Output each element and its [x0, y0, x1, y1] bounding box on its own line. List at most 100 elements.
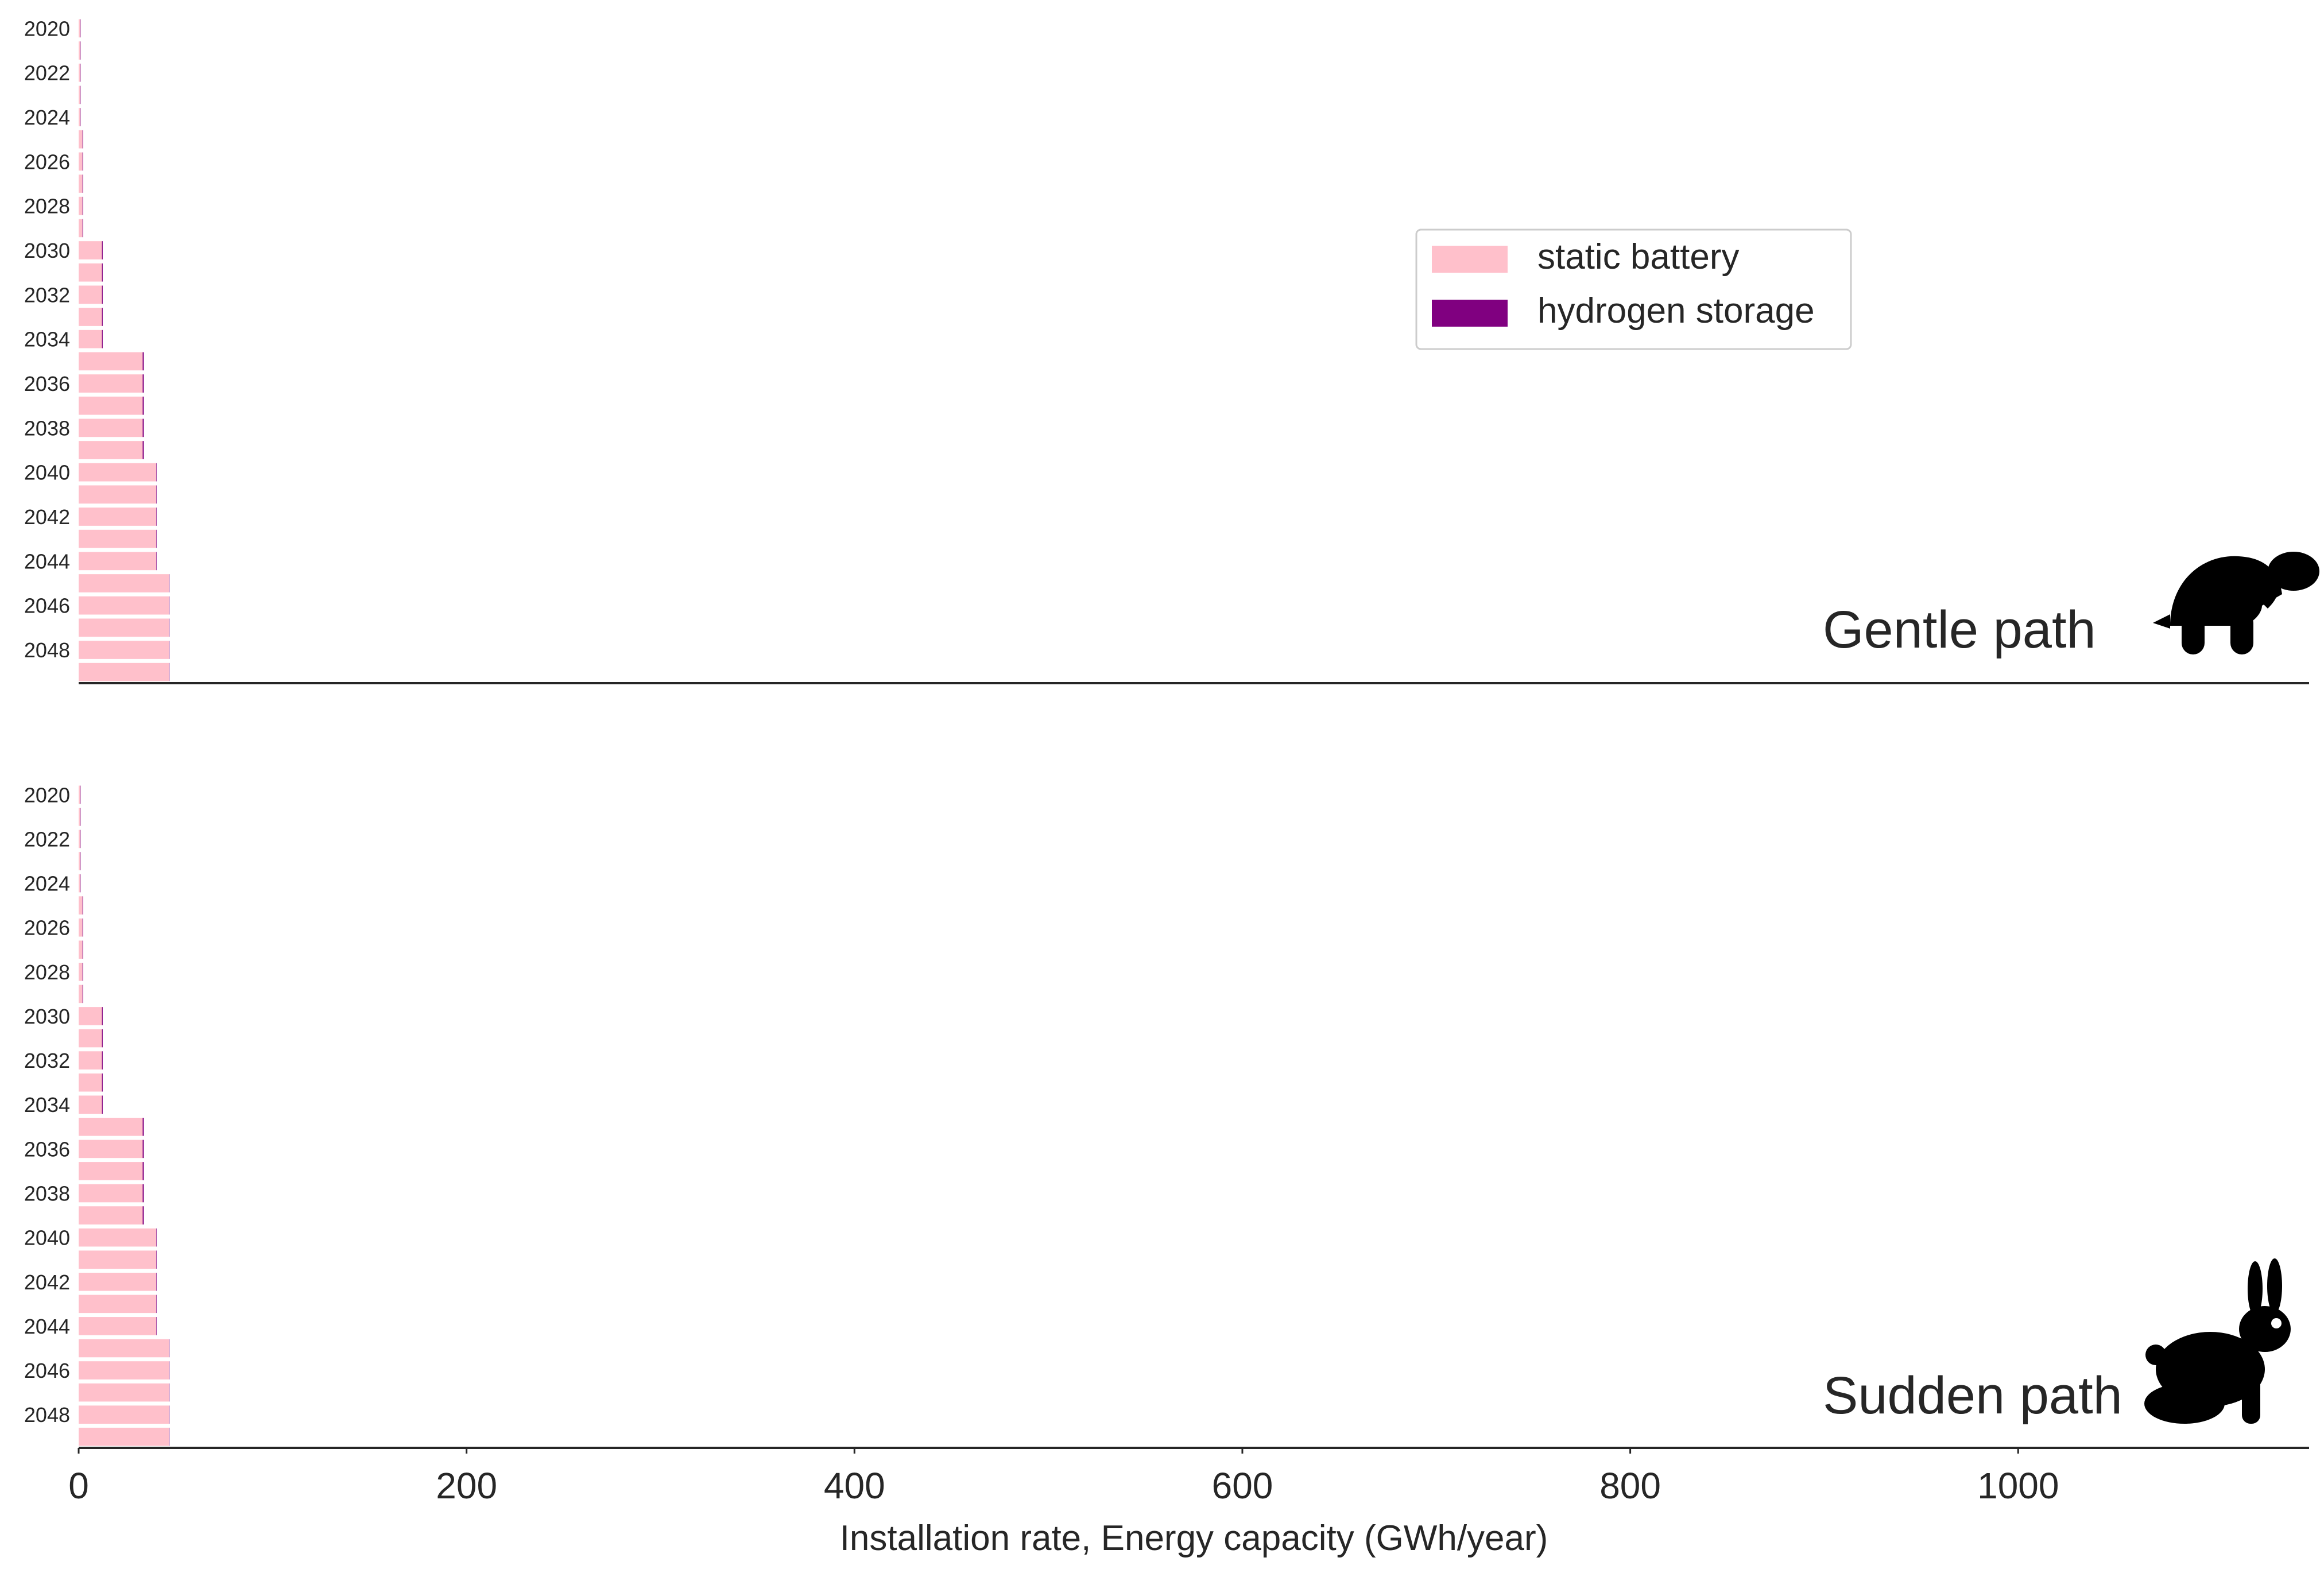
turtle-icon [2153, 552, 2319, 654]
y-tick-label: 2038 [24, 416, 70, 440]
hydrogen-storage-bar-2039 [142, 1206, 144, 1225]
turtle-neck [2259, 580, 2278, 609]
y-tick-label: 2024 [24, 106, 70, 129]
hydrogen-storage-bar-2042 [156, 1272, 157, 1291]
static-battery-bar-2045 [79, 1339, 169, 1358]
y-tick-label: 2020 [24, 783, 70, 807]
y-tick-label: 2020 [24, 17, 70, 40]
static-battery-bar-2042 [79, 507, 157, 526]
y-tick-label: 2032 [24, 1049, 70, 1072]
chart-panel-1: 2020 2022 2024 2026 2028 2030 2032 2034 2036 2038… [24, 17, 2319, 684]
static-battery-bar-2039 [79, 441, 143, 459]
hydrogen-storage-bar-2024 [80, 874, 81, 893]
static-battery-bar-2049 [79, 662, 169, 681]
static-battery-bar-2027 [79, 940, 83, 959]
rabbit-eye [2271, 1318, 2282, 1328]
hydrogen-storage-bar-2039 [142, 441, 144, 459]
static-battery-bar-2047 [79, 618, 169, 637]
x-tick-label: 0 [68, 1465, 89, 1506]
y-tick-label: 2030 [24, 1005, 70, 1028]
static-battery-bar-2025 [79, 130, 83, 149]
hydrogen-storage-bar-2023 [80, 852, 81, 870]
hydrogen-storage-bar-2031 [102, 1029, 103, 1048]
y-tick-label: 2048 [24, 638, 70, 662]
static-battery-bar-2040 [79, 1228, 157, 1247]
static-battery-bar-2024 [79, 108, 80, 126]
static-battery-bar-2024 [79, 874, 80, 893]
y-tick-label: 2044 [24, 1315, 70, 1338]
y-tick-label: 2026 [24, 916, 70, 940]
y-tick-label: 2048 [24, 1403, 70, 1427]
hydrogen-storage-bar-2023 [80, 86, 81, 104]
y-tick-label: 2038 [24, 1182, 70, 1206]
static-battery-bar-2026 [79, 918, 83, 937]
x-tick-label: 200 [436, 1465, 497, 1506]
y-tick-label: 2036 [24, 372, 70, 396]
static-battery-bar-2035 [79, 352, 143, 371]
hydrogen-storage-bar-2044 [156, 552, 157, 571]
legend-swatch-hydrogen-storage [1432, 300, 1508, 327]
hydrogen-storage-bar-2036 [142, 1140, 144, 1159]
static-battery-bar-2029 [79, 219, 83, 238]
rabbit-head [2239, 1306, 2291, 1352]
hydrogen-storage-bar-2043 [156, 1295, 157, 1314]
static-battery-bar-2048 [79, 641, 169, 659]
y-tick-label: 2046 [24, 1359, 70, 1382]
static-battery-bar-2033 [79, 308, 102, 326]
legend-label: hydrogen storage [1537, 291, 1815, 331]
legend: static battery hydrogen storage [1415, 228, 1852, 350]
static-battery-bar-2034 [79, 1095, 102, 1114]
static-battery-bar-2026 [79, 152, 83, 171]
hydrogen-storage-bar-2021 [80, 41, 81, 60]
hydrogen-storage-bar-2037 [142, 1162, 144, 1180]
hydrogen-storage-bar-2043 [156, 529, 157, 548]
static-battery-bar-2041 [79, 485, 157, 504]
static-battery-bar-2033 [79, 1073, 102, 1092]
static-battery-bar-2020 [79, 785, 80, 804]
y-tick-label: 2022 [24, 827, 70, 851]
static-battery-bar-2030 [79, 1007, 102, 1025]
turtle-shell [2170, 556, 2282, 626]
legend-swatch-static-battery [1432, 246, 1508, 273]
static-battery-bar-2049 [79, 1427, 169, 1446]
static-battery-bar-2044 [79, 1317, 157, 1335]
hydrogen-storage-bar-2032 [102, 1051, 103, 1070]
legend-label: static battery [1537, 237, 1739, 277]
static-battery-bar-2045 [79, 574, 169, 592]
panel-title: Gentle path [1823, 600, 2096, 659]
y-tick-label: 2042 [24, 1270, 70, 1294]
legend-frame [1415, 228, 1852, 350]
y-tick-label: 2026 [24, 150, 70, 173]
static-battery-bar-2041 [79, 1250, 157, 1269]
hydrogen-storage-bar-2041 [156, 485, 157, 504]
hydrogen-storage-bar-2020 [80, 785, 81, 804]
hydrogen-storage-bar-2024 [80, 108, 81, 126]
y-tick-label: 2022 [24, 61, 70, 85]
static-battery-bar-2021 [79, 808, 80, 826]
chart-panel-2: 2020 2022 2024 2026 2028 2030 2032 2034 2036 2038… [24, 783, 2309, 1558]
turtle-head [2268, 552, 2319, 591]
static-battery-bar-2021 [79, 41, 80, 60]
hydrogen-storage-bar-2036 [142, 374, 144, 393]
x-tick-label: 1000 [1977, 1465, 2059, 1506]
hydrogen-storage-bar-2020 [80, 19, 81, 38]
static-battery-bar-2037 [79, 396, 143, 415]
rabbit-ear [2248, 1261, 2263, 1316]
y-tick-label: 2032 [24, 283, 70, 307]
turtle-leg [2230, 611, 2253, 654]
hydrogen-storage-bar-2034 [102, 330, 103, 348]
hydrogen-storage-bar-2040 [156, 463, 157, 482]
rabbit-leg [2242, 1361, 2260, 1424]
rabbit-haunch [2144, 1384, 2225, 1424]
static-battery-bar-2042 [79, 1272, 157, 1291]
static-battery-bar-2025 [79, 896, 83, 915]
panel-title: Sudden path [1823, 1366, 2122, 1425]
y-tick-label: 2042 [24, 505, 70, 529]
x-tick-label: 400 [824, 1465, 885, 1506]
static-battery-bar-2038 [79, 1184, 143, 1203]
turtle-tail [2153, 614, 2170, 629]
rabbit-ear [2267, 1258, 2282, 1314]
static-battery-bar-2040 [79, 463, 157, 482]
